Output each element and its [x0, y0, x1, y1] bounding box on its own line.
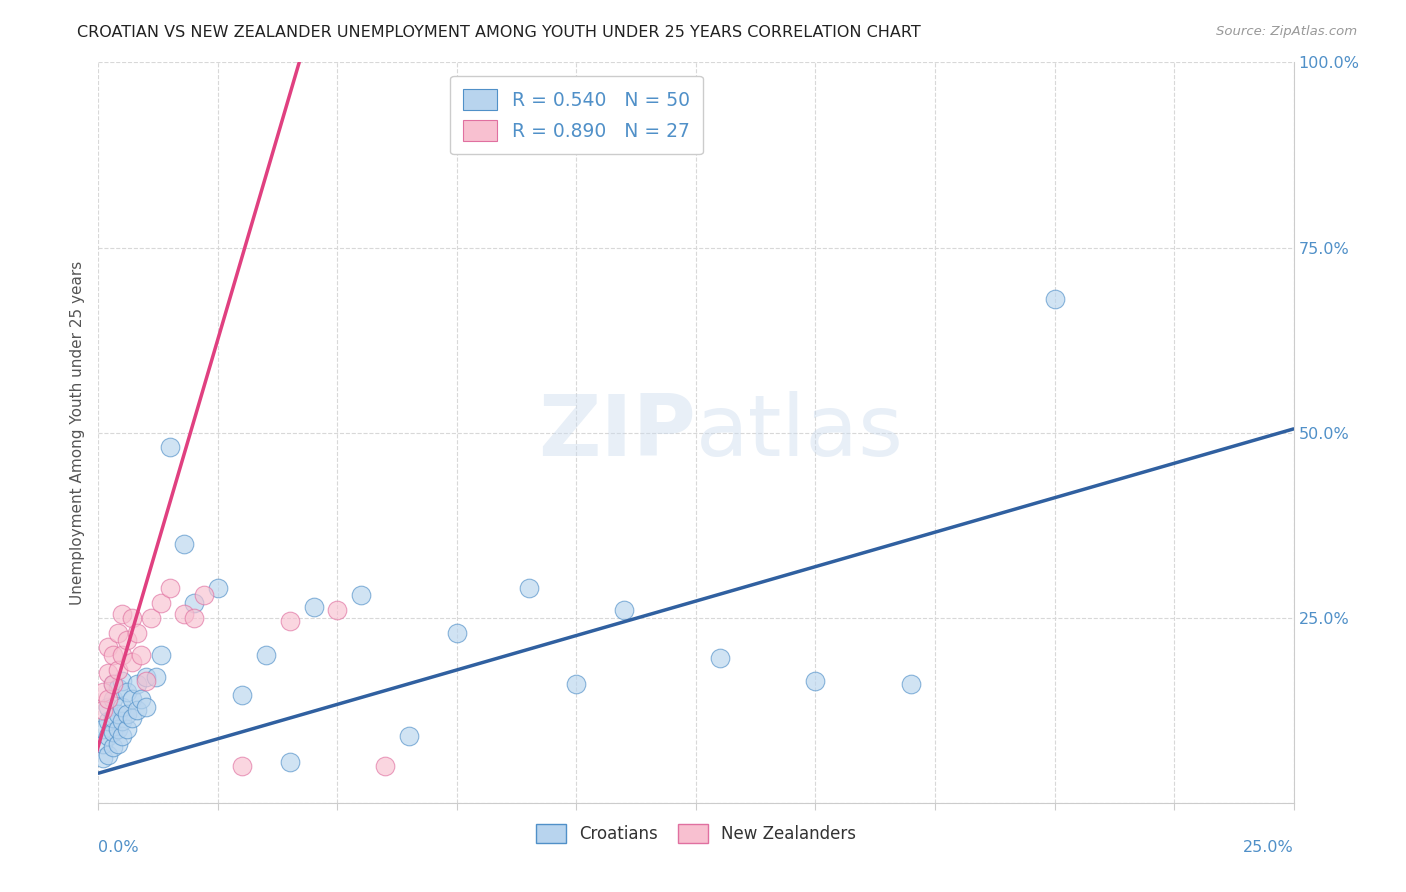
Point: [121, 610, 143, 624]
Point: [91, 722, 114, 736]
Point: [121, 711, 143, 725]
Point: [111, 673, 134, 688]
Text: Source: ZipAtlas.com: Source: ZipAtlas.com: [1216, 25, 1357, 38]
Point: [97, 714, 120, 729]
Point: [131, 648, 153, 662]
Point: [565, 677, 588, 691]
Point: [101, 692, 124, 706]
Point: [101, 648, 124, 662]
Point: [125, 703, 148, 717]
Point: [173, 607, 195, 621]
Point: [183, 610, 205, 624]
Point: [97, 699, 120, 714]
Point: [613, 603, 636, 617]
Text: atlas: atlas: [696, 391, 904, 475]
Point: [139, 610, 162, 624]
Point: [131, 692, 153, 706]
Point: [101, 711, 124, 725]
Point: [326, 603, 349, 617]
Point: [97, 729, 120, 743]
Point: [231, 689, 253, 703]
Point: [115, 632, 138, 647]
Point: [1043, 293, 1066, 307]
Point: [159, 441, 181, 455]
Point: [115, 706, 138, 721]
Point: [149, 648, 172, 662]
Point: [125, 625, 148, 640]
Point: [173, 536, 195, 550]
Point: [107, 663, 129, 677]
Point: [159, 581, 181, 595]
Point: [350, 589, 373, 603]
Point: [97, 747, 120, 762]
Point: [91, 703, 114, 717]
Point: [97, 666, 120, 681]
Point: [97, 640, 120, 655]
Point: [121, 655, 143, 669]
Point: [135, 699, 157, 714]
Point: [302, 599, 325, 614]
Point: [135, 670, 157, 684]
Point: [374, 758, 396, 772]
Point: [145, 670, 167, 684]
Point: [111, 714, 134, 729]
Point: [101, 677, 124, 691]
Point: [446, 625, 468, 640]
Point: [101, 677, 124, 691]
Point: [900, 677, 922, 691]
Point: [111, 607, 134, 621]
Point: [183, 596, 205, 610]
Point: [107, 737, 129, 751]
Point: [254, 648, 277, 662]
Point: [107, 681, 129, 695]
Point: [193, 589, 215, 603]
Point: [97, 692, 120, 706]
Point: [398, 729, 420, 743]
Point: [517, 581, 540, 595]
Point: [278, 615, 301, 629]
Point: [107, 706, 129, 721]
Point: [111, 729, 134, 743]
Y-axis label: Unemployment Among Youth under 25 years: Unemployment Among Youth under 25 years: [69, 260, 84, 605]
Point: [115, 685, 138, 699]
Point: [107, 722, 129, 736]
Point: [135, 673, 157, 688]
Legend: Croatians, New Zealanders: Croatians, New Zealanders: [529, 817, 863, 850]
Text: 25.0%: 25.0%: [1243, 840, 1294, 855]
Point: [709, 651, 731, 665]
Point: [91, 685, 114, 699]
Point: [231, 758, 253, 772]
Text: ZIP: ZIP: [538, 391, 696, 475]
Point: [125, 677, 148, 691]
Point: [121, 692, 143, 706]
Point: [115, 722, 138, 736]
Point: [207, 581, 229, 595]
Text: 0.0%: 0.0%: [98, 840, 139, 855]
Point: [804, 673, 827, 688]
Point: [278, 755, 301, 769]
Point: [101, 725, 124, 739]
Point: [101, 740, 124, 755]
Point: [111, 648, 134, 662]
Point: [91, 751, 114, 765]
Text: CROATIAN VS NEW ZEALANDER UNEMPLOYMENT AMONG YOUTH UNDER 25 YEARS CORRELATION CH: CROATIAN VS NEW ZEALANDER UNEMPLOYMENT A…: [77, 25, 921, 40]
Point: [107, 625, 129, 640]
Point: [111, 699, 134, 714]
Point: [91, 737, 114, 751]
Point: [149, 596, 172, 610]
